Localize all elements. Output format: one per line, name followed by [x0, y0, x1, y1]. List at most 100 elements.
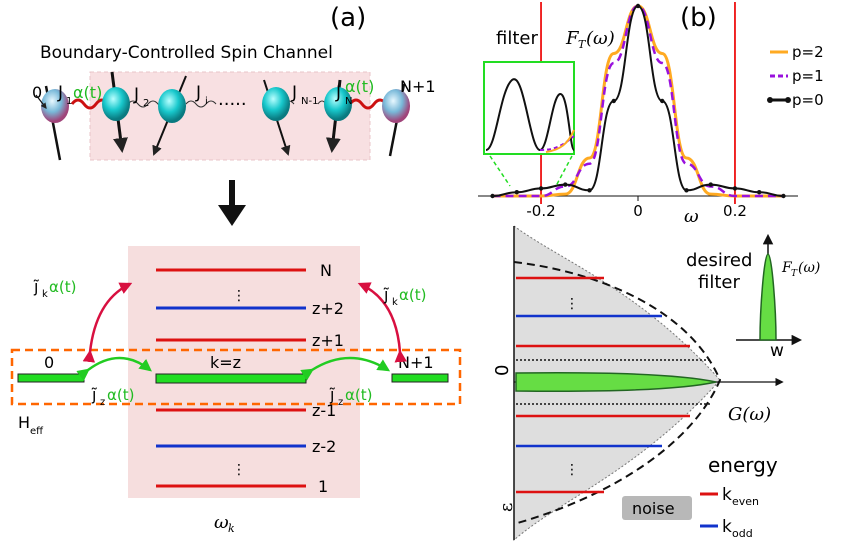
spin-site-n-plus-1: [382, 83, 410, 157]
series-p0-point: [611, 98, 616, 104]
k-even-sub: even: [732, 495, 759, 508]
jn1-sub: N-1: [301, 96, 318, 107]
series-p0-point: [732, 186, 738, 191]
spin-site-0: [41, 85, 69, 161]
series-p0-point: [587, 188, 592, 193]
filter-chart: (b) filter F T (ω) -0.2 0 0.2 p=2 p=1 p: [478, 2, 824, 227]
w-label: w: [770, 341, 784, 361]
zero-axis-label: 0: [492, 365, 513, 376]
noise-spectrum-panel: ⋮ ⋮ 0 ε G(ω) noise desired filter F T (ω…: [492, 225, 820, 542]
omega-k-sub: k: [228, 522, 235, 535]
filter-label: filter: [496, 28, 538, 49]
series-p0-point: [660, 98, 665, 104]
inset-guide-right: [555, 155, 573, 187]
jz-right-alpha: α(t): [345, 386, 372, 404]
ft-sub: T: [578, 38, 587, 51]
desired-ft-sub: T: [791, 269, 798, 279]
spin-chain-panel: (a) Boundary-Controlled Spin Channel ···…: [32, 3, 436, 161]
level-n-plus-1: [391, 373, 449, 383]
desired-filter-shape: [759, 253, 777, 341]
coupling-right-green: [300, 356, 391, 381]
k-even-label: k: [722, 485, 732, 505]
level-dots-top: ⋮: [232, 288, 246, 304]
jk-right-sub: k: [392, 297, 398, 308]
level-0-label: 0: [44, 353, 54, 372]
inset-p1-curve: [539, 135, 575, 151]
jz-right-sub: z: [338, 397, 343, 408]
noise-label: noise: [632, 499, 675, 518]
series-p0-point: [538, 186, 544, 191]
ji-sub: i: [205, 96, 208, 107]
j1-alpha: α(t): [73, 83, 102, 102]
legend-p2: p=2: [792, 43, 824, 61]
jn-alpha: α(t): [345, 77, 374, 96]
j1-sub: 1: [66, 96, 72, 107]
series-p0-point: [781, 193, 786, 199]
noise-badge: [622, 496, 692, 520]
series-p0-point: [635, 3, 641, 9]
j2-label: J: [133, 85, 139, 105]
channel-region: [89, 71, 371, 161]
level-k-z: [155, 373, 307, 384]
noise-envelope: [513, 261, 722, 525]
jk-left-alpha: α(t): [49, 278, 76, 296]
site-0-label: 0: [32, 83, 42, 102]
chart-x-ticks: -0.2 0 0.2: [526, 196, 747, 220]
chart-series: [490, 3, 786, 199]
level-dots-bottom: ⋮: [232, 462, 246, 478]
ji-label: J: [195, 83, 201, 103]
spin-site-n: [324, 79, 352, 153]
noise-dots-bottom: ⋮: [565, 462, 579, 478]
level-z-minus-1-label: z-1: [312, 401, 336, 420]
x-tick-label: 0: [633, 202, 643, 220]
chart-legend: p=2 p=1 p=0: [767, 43, 824, 109]
j2-sub: 2: [143, 98, 149, 109]
inset-p2-curve: [545, 129, 575, 153]
mode-band: [128, 246, 360, 498]
x-tick-label: -0.2: [526, 202, 555, 220]
jn-label: J: [335, 83, 341, 103]
coupling-right-red: [357, 282, 408, 363]
j1-label: J: [57, 83, 63, 103]
filter-word-label: filter: [698, 272, 740, 293]
level-1-label: 1: [318, 477, 328, 496]
transform-arrow: [218, 180, 246, 226]
level-z-minus-2-label: z-2: [312, 437, 336, 456]
series-p0-point: [684, 188, 689, 193]
jz-right-label: j̃: [329, 385, 335, 404]
chain-dots: ·····: [218, 94, 247, 115]
coupling-left-green: [76, 356, 152, 381]
panel-b-label: (b): [680, 3, 717, 33]
jk-left-label: j̃: [33, 277, 39, 296]
level-z-plus-2-label: z+2: [312, 299, 344, 318]
level-n-label: N: [320, 261, 332, 280]
inset-p0-curve: [485, 78, 575, 152]
spin-channel-title: Boundary-Controlled Spin Channel: [40, 43, 333, 63]
g-omega-label: G(ω): [728, 404, 771, 425]
level-0: [17, 373, 85, 383]
epsilon-label: ε: [496, 503, 517, 512]
jz-left-label: j̃: [91, 385, 97, 404]
ft-arg: (ω): [586, 28, 615, 49]
x-tick-label: 0.2: [723, 202, 747, 220]
h-eff-label: H: [18, 413, 30, 432]
spin-site-1: [102, 71, 130, 153]
level-center-label: k=z: [210, 353, 241, 372]
energy-label: energy: [708, 453, 778, 477]
panel-a-label: (a): [330, 3, 366, 33]
jz-left-sub: z: [100, 397, 105, 408]
jn1-label: J: [291, 83, 297, 103]
jk-left-sub: k: [42, 289, 48, 300]
level-z-plus-1-label: z+1: [312, 331, 344, 350]
coupling-ji-wave: [185, 100, 217, 108]
jn-sub: N: [345, 96, 352, 107]
ft-label: F: [565, 28, 580, 49]
jk-right-alpha: α(t): [399, 286, 426, 304]
legend-p0: p=0: [792, 91, 824, 109]
series-p0-point: [563, 182, 568, 187]
filter-peak: [515, 372, 717, 392]
legend-p1: p=1: [792, 67, 824, 85]
series-p0-point: [708, 182, 713, 187]
coupling-jn-alpha-wave: [348, 98, 388, 110]
k-odd-label: k: [722, 517, 732, 537]
